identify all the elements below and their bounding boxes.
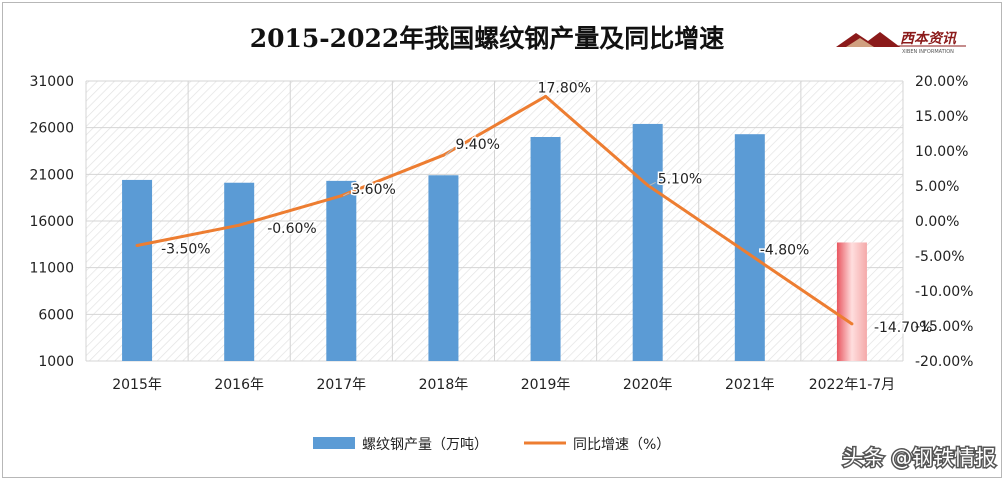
- bar: [632, 123, 663, 361]
- line-point: [850, 322, 854, 326]
- x-axis-tick: 2022年1-7月: [809, 377, 896, 393]
- data-labels: -3.50% -0.60% 3.60% 9.40% 17.80% 5.10% -4.80% -…: [160, 79, 934, 337]
- data-label: -4.80%: [760, 243, 810, 259]
- data-label-leader: [649, 181, 656, 186]
- bar: [326, 180, 357, 361]
- right-axis-tick: 15.00%: [915, 109, 968, 125]
- x-axis-tick: 2019年: [521, 377, 571, 393]
- x-axis-tick: 2016年: [214, 377, 264, 393]
- legend-bar-swatch: [313, 437, 355, 449]
- bar: [122, 179, 153, 361]
- logo-subtext: XIBEN INFORMATION: [902, 49, 954, 55]
- data-label: 5.10%: [658, 171, 702, 187]
- right-axis-tick: -10.00%: [915, 284, 973, 300]
- x-axis: 2015年 2016年 2017年 2018年 2019年 2020年 2021年 2022年…: [112, 377, 895, 393]
- right-axis-tick: 5.00%: [915, 179, 959, 195]
- data-label: -0.60%: [267, 221, 317, 237]
- chart-title: 2015-2022年我国螺纹钢产量及同比增速: [250, 24, 725, 53]
- growth-line: [136, 94, 853, 326]
- left-axis-tick: 31000: [29, 74, 74, 90]
- logo-mountain-shade-icon: [846, 38, 874, 47]
- right-axis-tick: -5.00%: [915, 249, 965, 265]
- legend-line-label: 同比增速（%）: [573, 437, 670, 453]
- right-axis-tick: 20.00%: [915, 74, 968, 90]
- line-series: [135, 94, 854, 326]
- bar: [224, 182, 255, 361]
- brand-logo: 西本资讯 XIBEN INFORMATION: [836, 30, 966, 55]
- left-axis-tick: 6000: [38, 307, 74, 323]
- bar: [836, 242, 867, 361]
- line-point: [135, 244, 139, 247]
- left-axis-tick: 16000: [29, 214, 74, 230]
- data-label-leader: [445, 147, 454, 156]
- left-axis-tick: 1000: [38, 354, 74, 370]
- x-axis-tick: 2015年: [112, 377, 162, 393]
- data-label: 17.80%: [538, 80, 591, 96]
- gridlines: [85, 80, 904, 362]
- left-axis-tick: 26000: [29, 121, 74, 137]
- line-point: [339, 194, 343, 198]
- right-axis-tick: -20.00%: [915, 354, 973, 370]
- bar: [530, 137, 561, 361]
- data-label: 9.40%: [455, 137, 499, 153]
- watermark: 头条 @钢铁情报: [842, 446, 996, 470]
- line-point: [748, 253, 752, 257]
- left-axis-tick: 11000: [29, 261, 74, 277]
- right-axis: 20.00% 15.00% 10.00% 5.00% 0.00% -5.00% -10.00…: [915, 74, 973, 370]
- x-axis-tick: 2017年: [316, 377, 366, 393]
- x-axis-tick: 2021年: [725, 377, 775, 393]
- logo-text: 西本资讯: [900, 30, 957, 47]
- right-axis-tick: 0.00%: [915, 214, 959, 230]
- left-axis-tick: 21000: [29, 167, 74, 183]
- x-axis-tick: 2018年: [419, 377, 469, 393]
- line-point: [544, 94, 548, 98]
- data-label: -14.70%: [874, 320, 932, 336]
- x-axis-tick: 2020年: [623, 377, 673, 393]
- data-label: -3.50%: [161, 242, 211, 258]
- legend-bar-label: 螺纹钢产量（万吨）: [362, 437, 488, 453]
- right-axis-tick: -15.00%: [915, 319, 973, 335]
- legend: 螺纹钢产量（万吨） 同比增速（%）: [313, 437, 670, 453]
- bar: [428, 175, 459, 361]
- line-point: [237, 223, 241, 227]
- data-label: 3.60%: [351, 182, 395, 198]
- right-axis-tick: 10.00%: [915, 144, 968, 160]
- left-axis: 31000 26000 21000 16000 11000 6000 1000: [29, 74, 74, 370]
- line-point: [441, 153, 445, 157]
- line-point: [646, 183, 650, 187]
- data-label-leader: [343, 192, 350, 197]
